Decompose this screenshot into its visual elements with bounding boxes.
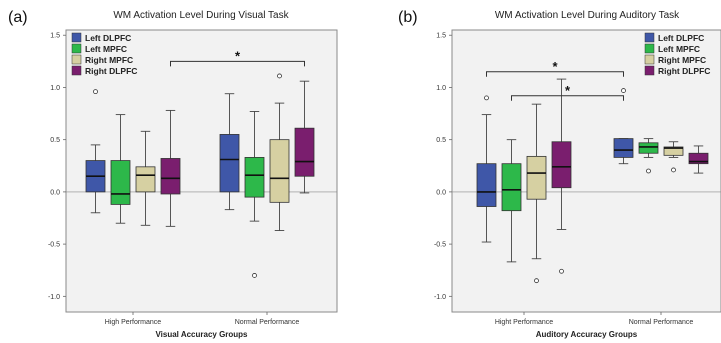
- box-right-dlpfc: [294, 80, 315, 194]
- y-tick-label: -1.0: [434, 294, 446, 301]
- y-tick-label: -0.5: [434, 242, 446, 249]
- box-iqr: [526, 155, 547, 200]
- box-iqr: [110, 160, 131, 205]
- box-iqr: [294, 127, 315, 177]
- box-iqr: [160, 158, 181, 195]
- significance-star: *: [565, 83, 571, 98]
- significance-bracket: [486, 71, 624, 77]
- legend-label: Right DLPFC: [658, 66, 710, 76]
- box-iqr: [613, 138, 634, 158]
- legend-swatch: [644, 32, 655, 43]
- box-left-mpfc: [501, 139, 522, 263]
- x-tick-label: Normal Performance: [629, 319, 694, 326]
- y-tick-label: 0.0: [436, 189, 446, 196]
- y-tick-label: -0.5: [48, 242, 60, 249]
- legend-label: Right MPFC: [658, 55, 706, 65]
- chart-panel-a: (a) WM Activation Level During Visual Tas…: [8, 9, 338, 339]
- y-tick-label: 0.5: [436, 137, 446, 144]
- legend-label: Left MPFC: [658, 44, 700, 54]
- box-left-dlpfc: [613, 88, 634, 165]
- y-tick-label: 1.0: [436, 85, 446, 92]
- legend-label: Left MPFC: [85, 44, 127, 54]
- outlier-point: [671, 167, 676, 173]
- legend-swatch: [644, 43, 655, 54]
- x-axis-label: Visual Accuracy Groups: [155, 330, 248, 339]
- box-right-dlpfc: [688, 145, 709, 174]
- y-tick-label: 0.5: [50, 137, 60, 144]
- outlier-point: [621, 88, 626, 93]
- outlier-point: [534, 278, 539, 284]
- outlier-point: [484, 95, 489, 101]
- box-left-mpfc: [110, 114, 131, 224]
- significance-star: *: [235, 48, 241, 63]
- chart-title: WM Activation Level During Auditory Task: [495, 10, 680, 21]
- box-right-mpfc: [135, 130, 156, 226]
- significance-star: *: [552, 59, 558, 74]
- panel-label: (b): [398, 9, 418, 26]
- legend-swatch: [644, 54, 655, 65]
- legend-swatch: [71, 43, 82, 54]
- y-tick-label: 1.0: [50, 85, 60, 92]
- box-iqr: [219, 134, 240, 193]
- outlier-point: [646, 168, 651, 174]
- y-tick-label: -1.0: [48, 294, 60, 301]
- significance-bracket: [511, 95, 624, 101]
- plot-area: [451, 29, 721, 313]
- legend-label: Right DLPFC: [85, 66, 137, 76]
- legend-swatch: [71, 65, 82, 76]
- box-iqr: [501, 163, 522, 212]
- box-left-mpfc: [244, 111, 265, 278]
- legend-swatch: [644, 65, 655, 76]
- x-axis-label: Auditory Accuracy Groups: [536, 330, 638, 339]
- box-right-dlpfc: [160, 109, 181, 227]
- y-tick-label: 1.5: [436, 33, 446, 40]
- legend-label: Left DLPFC: [85, 33, 131, 43]
- box-iqr: [244, 157, 265, 198]
- box-right-mpfc: [526, 103, 547, 284]
- box-left-dlpfc: [219, 93, 240, 211]
- y-tick-label: 1.5: [50, 33, 60, 40]
- box-left-dlpfc: [476, 95, 497, 243]
- box-left-dlpfc: [85, 89, 106, 214]
- box-iqr: [663, 146, 684, 156]
- panel-label: (a): [8, 9, 28, 26]
- x-tick-label: Hight Performance: [495, 319, 553, 326]
- box-iqr: [135, 166, 156, 193]
- box-iqr: [269, 139, 290, 203]
- x-tick-label: High Performance: [105, 319, 162, 326]
- y-tick-label: 0.0: [50, 189, 60, 196]
- box-iqr: [551, 141, 572, 189]
- box-right-mpfc: [269, 73, 290, 231]
- box-iqr: [688, 152, 709, 165]
- outlier-point: [559, 268, 564, 274]
- outlier-point: [252, 273, 257, 278]
- chart-panel-b: (b) WM Activation Level During Auditory T…: [398, 9, 721, 339]
- outlier-point: [277, 73, 282, 79]
- box-right-dlpfc: [551, 78, 572, 274]
- chart-title: WM Activation Level During Visual Task: [113, 10, 289, 21]
- box-left-mpfc: [638, 138, 659, 174]
- significance-bracket: [170, 60, 305, 67]
- box-iqr: [476, 163, 497, 207]
- outlier-point: [93, 89, 98, 95]
- legend-label: Left DLPFC: [658, 33, 704, 43]
- box-iqr: [638, 142, 659, 154]
- legend-swatch: [71, 32, 82, 43]
- legend-label: Right MPFC: [85, 55, 133, 65]
- legend-swatch: [71, 54, 82, 65]
- x-tick-label: Normal Performance: [235, 319, 300, 326]
- box-right-mpfc: [663, 141, 684, 173]
